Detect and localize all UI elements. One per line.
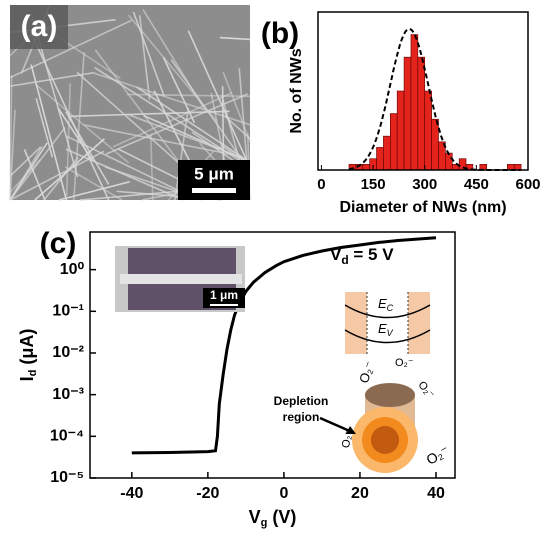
depletion-zone: [345, 292, 367, 354]
oxygen-label: O₂⁻: [415, 379, 436, 401]
y-tick-label: 10⁰: [60, 261, 85, 278]
annotation-text: = 5 V: [349, 245, 395, 264]
depletion-zone: [408, 292, 430, 354]
cylinder-top: [365, 383, 415, 407]
y-axis-label-sub: d: [27, 370, 39, 377]
x-axis-label-text: V: [249, 507, 261, 527]
y-tick-label: 10⁻²: [52, 344, 84, 361]
figure: (a) 5 μm (b) (c) 0 150 300 450 600 Diameter o…: [0, 0, 543, 533]
band-text: E: [378, 296, 387, 311]
histogram: 0 150 300 450 600 Diameter of NWs (nm) No. of …: [288, 12, 540, 216]
nanowire: [120, 274, 242, 284]
electrode: [128, 248, 236, 274]
x-tick-label: 40: [427, 485, 445, 502]
bar: [377, 147, 384, 170]
nanowire-schematic: Depletion region O₂⁻ O₂⁻ O₂⁻ O₂⁻ O₂⁻: [274, 357, 452, 473]
x-tick-label: 450: [464, 176, 489, 193]
bar: [425, 91, 432, 170]
bar: [397, 91, 404, 170]
bar: [411, 35, 418, 170]
sem-image: (a) 5 μm: [10, 5, 250, 200]
y-tick-label: 10⁻⁵: [50, 469, 84, 486]
annotation-text: V: [330, 245, 342, 264]
y-axis-label-text: (μA): [17, 329, 37, 370]
x-tick-label: -20: [196, 485, 219, 502]
scale-label: 5 μm: [194, 164, 234, 183]
y-tick-label: 10⁻¹: [52, 303, 84, 320]
scale-bar: [210, 304, 238, 306]
panel-label: (a): [21, 10, 58, 43]
bar: [390, 114, 397, 170]
x-axis-label: Diameter of NWs (nm): [339, 199, 506, 216]
x-tick-label: 0: [317, 176, 325, 193]
annotation: Depletion: [274, 394, 329, 408]
annotation-sub: d: [341, 253, 348, 267]
annotation: region: [283, 410, 320, 424]
band-label: EV: [378, 321, 394, 338]
y-tick-label: 10⁻³: [52, 386, 84, 403]
oxygen-label: O₂⁻: [395, 357, 414, 369]
x-tick-label: 600: [515, 176, 540, 193]
x-tick-label: -40: [120, 485, 143, 502]
panel-label: (c): [40, 227, 77, 260]
device-inset: 1 μm: [115, 246, 245, 312]
bar: [363, 164, 370, 170]
band-text: E: [378, 321, 387, 336]
x-tick-label: 150: [361, 176, 386, 193]
scale-label: 1 μm: [210, 288, 238, 302]
bar: [445, 153, 452, 170]
core: [371, 426, 399, 454]
annotation: Vd = 5 V: [330, 245, 394, 267]
bar: [432, 119, 439, 170]
y-axis-label: No. of NWs: [288, 48, 305, 133]
y-axis-label: Id (μA): [17, 329, 39, 382]
x-axis-label-sub: g: [261, 517, 268, 529]
x-tick-label: 20: [351, 485, 369, 502]
bar: [418, 57, 425, 170]
bar: [404, 57, 411, 170]
x-axis-label-text: (V): [267, 507, 296, 527]
band-sub: V: [387, 328, 394, 338]
x-tick-label: 0: [279, 485, 288, 502]
oxygen-label: O₂⁻: [423, 442, 452, 468]
band-label: EC: [378, 296, 394, 313]
panel-label: (b): [261, 17, 299, 50]
scale-bar: [192, 188, 236, 193]
x-tick-label: 300: [412, 176, 437, 193]
x-axis-label: Vg (V): [249, 507, 297, 529]
bar: [383, 136, 390, 170]
y-tick-label: 10⁻⁴: [50, 428, 84, 445]
oxygen-label: O₂⁻: [356, 359, 378, 385]
band-diagram: EC EV: [345, 292, 430, 354]
band-sub: C: [387, 303, 394, 313]
